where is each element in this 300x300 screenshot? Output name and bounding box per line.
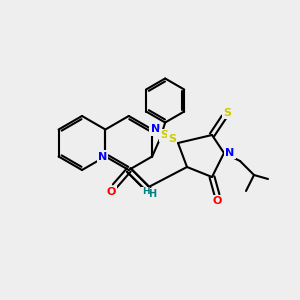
Text: N: N [225,148,235,158]
Text: N: N [98,152,107,161]
Text: S: S [168,134,176,144]
Text: S: S [160,130,168,140]
Text: O: O [106,187,116,197]
Text: S: S [223,108,231,118]
Text: H: H [148,189,156,199]
Text: O: O [212,196,222,206]
Text: N: N [151,124,160,134]
Text: H: H [142,188,150,196]
